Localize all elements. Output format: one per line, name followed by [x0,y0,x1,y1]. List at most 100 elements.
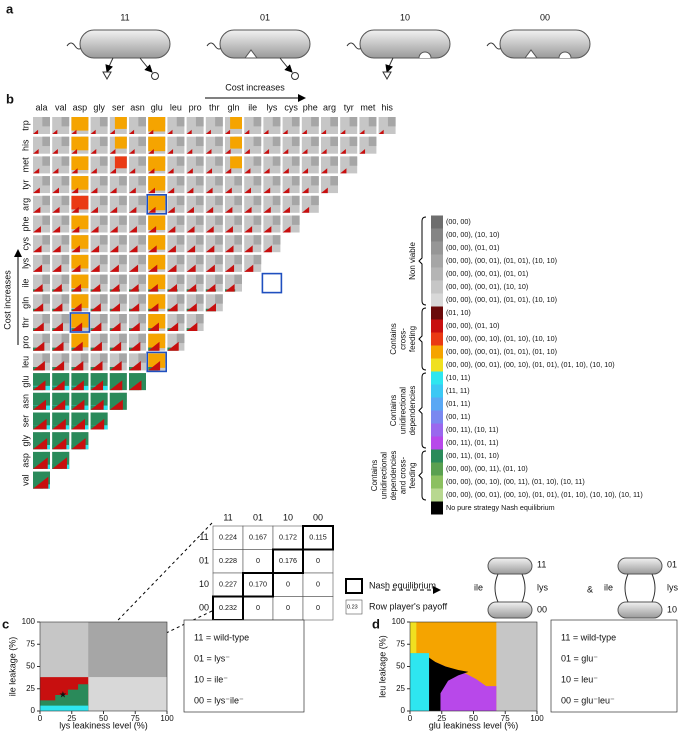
cell-region [90,264,100,272]
cell-region [205,226,214,233]
cell-region [109,380,123,391]
matrix-row-label: 11 [199,532,208,542]
region [496,622,537,711]
payoff-sample: 0.23 [347,604,358,610]
cell-region [148,322,159,331]
matrix-header: 10 [283,512,293,522]
cell-region [301,187,309,194]
cell-region [215,136,223,147]
cell-region [234,254,242,265]
cell-region [90,341,102,351]
legend-label: No pure strategy Nash equilibrium [446,503,555,512]
legend-text: 10 = leu⁻ [561,674,598,684]
nash-box [242,572,274,598]
row-label: trp [20,120,30,131]
cell-region [33,187,40,194]
cell-region [138,195,146,206]
legend-label: (00, 00), (00, 11), (01, 10) [446,464,528,473]
matrix-row-label: 00 [199,603,209,613]
amp: & [587,584,593,594]
region [40,705,89,711]
cell-region [263,149,270,154]
cell-region [71,226,80,233]
cell-region [129,149,135,154]
cell-region [234,195,242,206]
legend-label: (00, 00), (00, 01), (01, 01) [446,269,528,278]
cell-region [99,195,108,206]
cell-region [138,215,146,225]
legend-swatch [431,462,443,476]
cell-region [253,215,262,225]
cell-region [291,176,300,186]
cell-region [90,187,98,194]
row-label: glu [20,376,30,388]
cell-region [176,314,185,324]
cell-region [330,176,338,186]
cell-region [99,117,108,127]
cell-region [340,129,346,134]
cell-region [99,294,108,304]
cell-region [99,176,108,186]
cell-region [215,195,223,206]
diagram-label: ile [474,582,483,592]
cell-region [167,206,175,213]
y-tick-label: 50 [26,662,35,671]
cell-region [129,373,146,391]
group-label: unidirectional [399,387,408,434]
highlight-box [261,272,283,294]
row-label: pro [20,336,30,349]
cell-region [90,149,97,154]
cell-region [176,235,185,245]
cell-region [263,206,271,213]
column-label: cys [284,102,298,112]
cell-region [195,294,204,304]
legend-label: (00, 00) [446,217,471,226]
cell-region [205,149,212,154]
cell-region [176,156,185,166]
brace [418,372,427,449]
cell-region [195,235,204,245]
cell-region [176,215,185,225]
cell-region [71,245,80,253]
cell-region [253,195,262,206]
nash-box [302,525,334,551]
cell-region [109,341,122,351]
cell-region [119,195,127,206]
cell-region [244,264,254,272]
cell-region [52,399,66,410]
cell-region [61,294,70,304]
cell-region [99,136,108,147]
cell-region [359,149,366,154]
cell-region [114,136,127,149]
legend-swatch [431,358,443,372]
cell-region [301,168,309,174]
cell-region [109,399,123,410]
cell-region [71,129,77,134]
row-label: thr [20,317,30,328]
x-axis-label: glu leakiness level (%) [429,720,519,730]
cell-region [52,168,59,174]
column-label: ile [248,102,257,112]
legend-label: (00, 00), (00, 01), (01, 01), (10, 10) [446,256,557,265]
diagram-label: 00 [537,604,547,614]
legend-swatch [431,332,443,346]
cell-region [52,245,61,253]
cell-region [138,117,146,127]
cell-region [195,274,204,284]
column-label: gln [227,102,239,112]
payoff-value: 0.176 [279,556,297,565]
cell-region [148,235,166,250]
cell-region [195,117,204,127]
cell-region [129,283,139,292]
cell-region [33,303,44,312]
cell-region [33,399,47,410]
legend-swatch [431,267,443,281]
cell-region [148,129,154,134]
cell-icon [219,29,311,59]
cell-region [291,156,300,166]
cell-region [42,314,50,324]
cell-region [215,235,223,245]
cell-region [186,168,193,174]
cell-region [71,399,85,410]
